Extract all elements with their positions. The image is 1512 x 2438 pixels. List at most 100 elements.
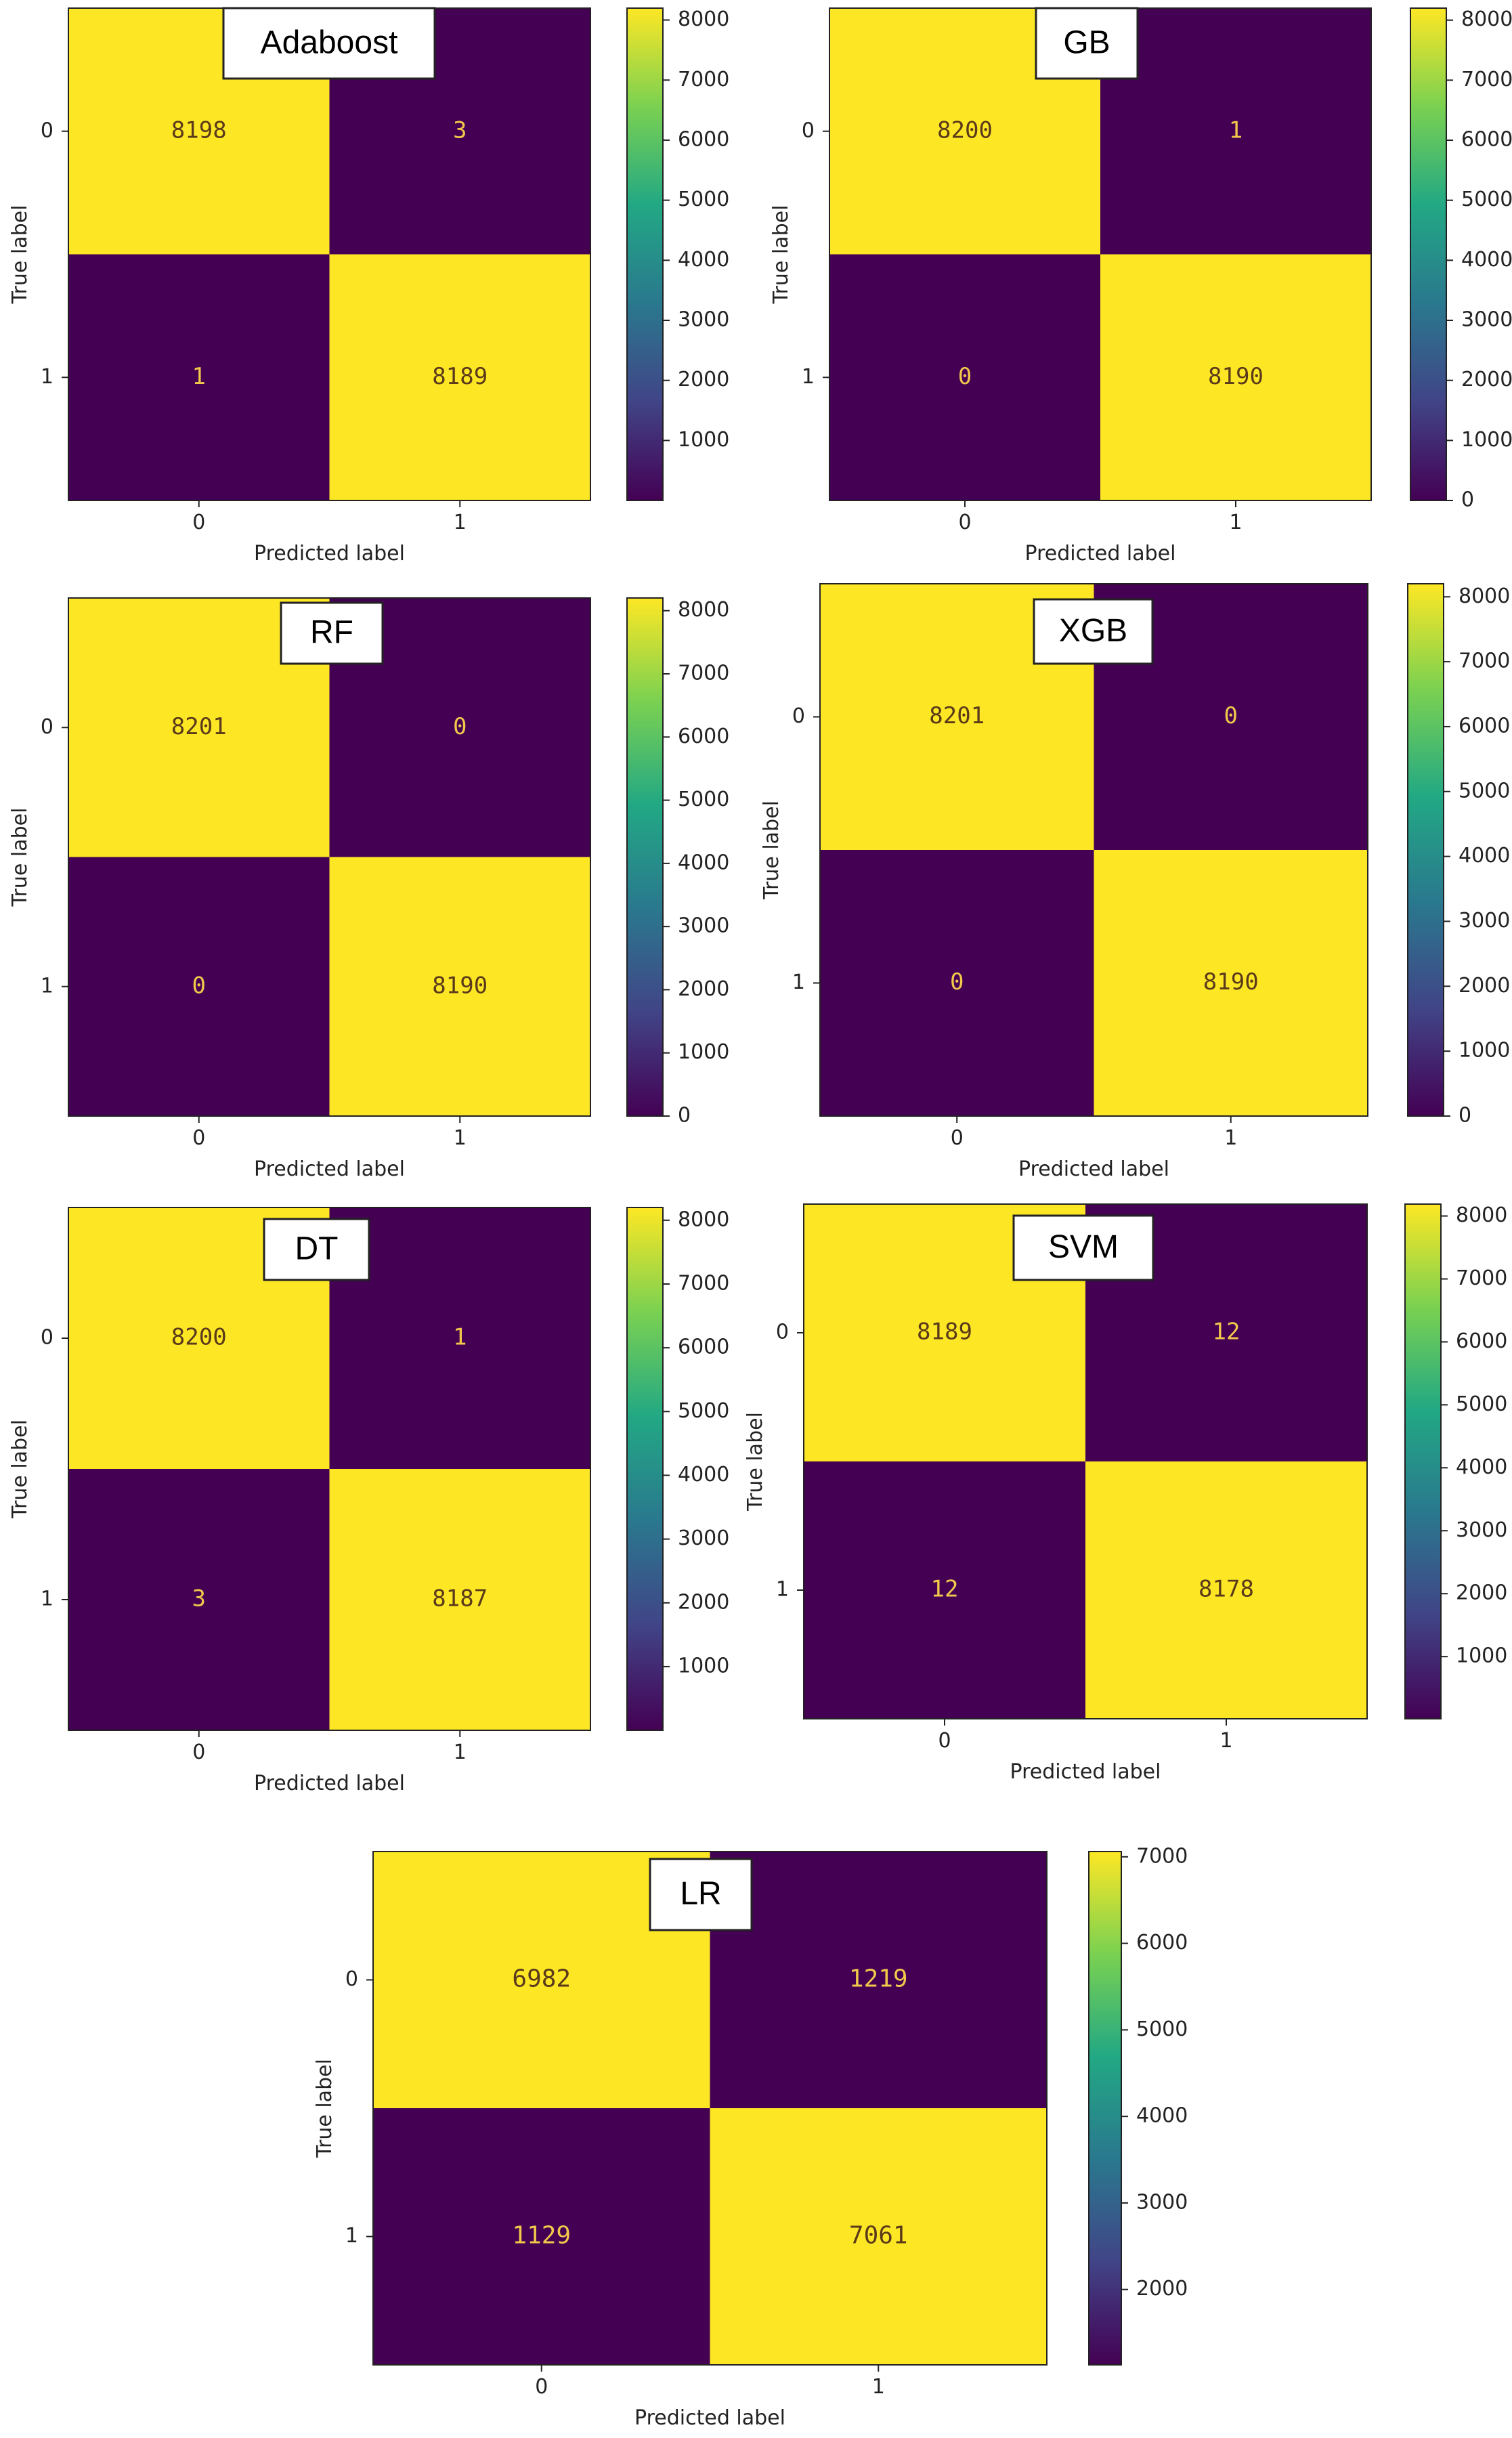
axes-frame (819, 583, 1368, 1117)
colorbar-tick-label: 4000 (678, 1463, 729, 1487)
colorbar-tick-label: 2000 (1461, 368, 1512, 391)
confusion-matrix-lr: 6982 1219 1129 7061 0 1 0 1 Predicted label True … (313, 1844, 1188, 2430)
colorbar-tick-label: 5000 (1136, 2017, 1188, 2041)
colorbar (626, 597, 664, 1117)
x-axis-label: Predicted label (254, 1157, 405, 1181)
colorbar-tick-label: 4000 (1459, 844, 1510, 868)
cell-value: 3 (453, 116, 467, 144)
colorbar-tick-label: 3000 (1461, 308, 1512, 332)
y-axis-label: True label (769, 205, 793, 305)
colorbar (1407, 583, 1444, 1117)
matrix-cell (1100, 8, 1371, 255)
colorbar-tick-label: 6000 (678, 127, 729, 151)
colorbar-tick-label: 3000 (678, 1526, 729, 1550)
x-tick-label: 0 (192, 1740, 205, 1764)
x-axis-label: Predicted label (1025, 542, 1176, 565)
y-tick-label: 0 (41, 119, 53, 142)
x-tick-label: 1 (454, 1126, 467, 1150)
colorbar-tick-label: 2000 (1456, 1581, 1507, 1605)
colorbar (1088, 1851, 1122, 2366)
cell-value: 8198 (171, 116, 227, 144)
y-tick-label: 1 (802, 365, 815, 389)
title-box (1035, 7, 1139, 80)
chart-title: Adaboost (261, 25, 398, 61)
colorbar-tick-label: 1000 (678, 428, 729, 452)
colorbar-tick-label: 5000 (1456, 1392, 1507, 1416)
colorbar-tick-label: 2000 (1459, 974, 1510, 998)
y-tick-label: 1 (345, 2224, 358, 2248)
axes-frame (68, 1207, 591, 1731)
colorbar-tick-label: 4000 (1461, 248, 1512, 272)
x-axis-label: Predicted label (1018, 1157, 1169, 1181)
x-axis-label: Predicted label (634, 2406, 785, 2430)
colorbar-tick-label: 0 (1459, 1104, 1471, 1128)
cell-value: 8190 (432, 972, 488, 999)
colorbar (1410, 7, 1447, 501)
colorbar-tick-label: 0 (1461, 488, 1474, 512)
chart-title: LR (680, 1876, 721, 1912)
x-tick-label: 0 (192, 1126, 205, 1150)
cell-value: 1129 (512, 2222, 571, 2250)
x-axis-label: Predicted label (1010, 1760, 1161, 1784)
cell-value: 12 (1213, 1319, 1240, 1346)
cell-value: 8187 (432, 1585, 488, 1612)
x-tick-label: 1 (872, 2375, 885, 2399)
colorbar-tick-label: 7000 (1459, 649, 1510, 673)
chart-title: DT (295, 1231, 339, 1267)
colorbar-tick-label: 5000 (1461, 188, 1512, 211)
colorbar-tick-label: 5000 (678, 188, 729, 211)
y-axis-label: True label (743, 1412, 767, 1512)
cell-value: 7061 (849, 2222, 908, 2250)
cell-value: 8190 (1208, 363, 1263, 390)
colorbar-tick-label: 3000 (1459, 909, 1510, 933)
colorbar-tick-label: 7000 (1136, 1844, 1188, 1868)
colorbar-tick-label: 4000 (1456, 1455, 1507, 1479)
x-tick-label: 1 (1229, 511, 1242, 534)
colorbar-tick-label: 3000 (1136, 2190, 1188, 2214)
colorbar-tick-label: 8000 (678, 1207, 729, 1231)
confusion-matrix-rf: 8201 0 0 8190 0 1 0 1 Predicted label True label 0… (8, 597, 729, 1181)
colorbar (626, 7, 664, 501)
cell-value: 8201 (929, 702, 985, 729)
matrix-cell (1094, 850, 1368, 1116)
chart-title: RF (310, 615, 353, 651)
matrix-cell (829, 254, 1100, 500)
matrix-cell (329, 1207, 590, 1469)
matrix-cell (68, 857, 330, 1116)
cell-value: 12 (931, 1576, 959, 1603)
y-axis-label: True label (313, 2059, 337, 2158)
colorbar (1404, 1203, 1442, 1719)
matrix-cell (329, 857, 590, 1116)
y-tick-label: 0 (802, 119, 815, 142)
cell-value: 8189 (917, 1319, 972, 1346)
title-box (263, 1218, 370, 1281)
x-tick-label: 0 (192, 511, 205, 534)
colorbar-tick-label: 3000 (1456, 1518, 1507, 1542)
colorbar-tick-label: 6000 (1456, 1329, 1507, 1353)
cell-value: 1 (192, 363, 206, 390)
colorbar-tick-label: 7000 (1456, 1266, 1507, 1290)
x-tick-label: 1 (454, 511, 467, 534)
matrix-cell (710, 2108, 1047, 2365)
colorbar-tick-label: 8000 (1459, 584, 1510, 608)
x-axis-label: Predicted label (254, 1772, 405, 1795)
colorbar-tick-label: 1000 (1461, 428, 1512, 452)
y-tick-label: 0 (41, 1326, 53, 1350)
colorbar-tick-label: 3000 (678, 914, 729, 938)
x-tick-label: 0 (938, 1729, 951, 1753)
y-tick-label: 1 (41, 1587, 53, 1611)
cell-value: 8200 (171, 1324, 227, 1351)
x-axis-label: Predicted label (254, 542, 405, 565)
colorbar-tick-label: 7000 (1461, 68, 1512, 91)
y-axis-label: True label (8, 205, 32, 305)
confusion-matrix-adaboost: 8198 3 1 8189 0 1 0 1 Predicted label True label 1… (8, 7, 729, 565)
colorbar (626, 1207, 664, 1731)
axes-frame (803, 1203, 1368, 1719)
colorbar-tick-label: 5000 (678, 788, 729, 811)
colorbar-tick-label: 4000 (678, 248, 729, 272)
colorbar-tick-label: 6000 (1136, 1931, 1188, 1954)
cell-value: 1 (1229, 116, 1243, 144)
y-tick-label: 0 (776, 1321, 789, 1344)
matrix-cell (373, 2108, 710, 2365)
